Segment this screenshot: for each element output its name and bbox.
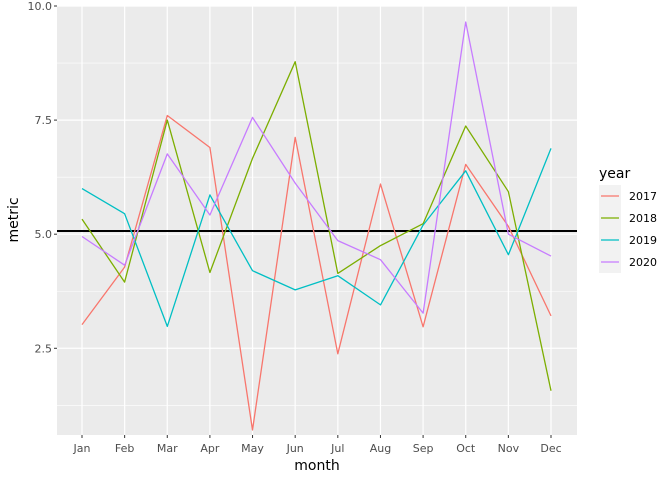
x-tick-label: Dec	[540, 442, 561, 455]
x-tick-label: Sep	[413, 442, 434, 455]
x-tick-label: Apr	[200, 442, 220, 455]
x-tick-label: Jul	[330, 442, 344, 455]
plot-panel	[57, 6, 577, 435]
legend-label-2019: 2019	[629, 234, 657, 247]
y-tick-label: 2.5	[35, 342, 53, 355]
y-tick-label: 10.0	[28, 0, 53, 13]
series-line-2019	[81, 148, 552, 328]
major-grid	[57, 5, 577, 435]
series-line-2020	[81, 21, 552, 314]
y-axis-title: metric	[6, 197, 22, 242]
series-layer	[81, 21, 552, 431]
x-tick-label: Nov	[498, 442, 520, 455]
x-tick-label: Mar	[157, 442, 178, 455]
y-axis: 2.5 5.0 7.5 10.0	[28, 0, 57, 355]
x-tick-label: Jan	[73, 442, 91, 455]
series-line-2018	[81, 61, 552, 391]
legend-label-2017: 2017	[629, 190, 657, 203]
legend: year 2017 2018 2019 2020	[599, 166, 657, 273]
x-tick-label: Oct	[456, 442, 476, 455]
series-line-2017	[81, 114, 552, 431]
y-tick-label: 7.5	[35, 114, 53, 127]
y-tick-label: 5.0	[35, 228, 53, 241]
x-tick-label: Jun	[286, 442, 304, 455]
legend-label-2020: 2020	[629, 256, 657, 269]
legend-label-2018: 2018	[629, 212, 657, 225]
x-tick-label: Feb	[115, 442, 134, 455]
x-tick-label: Aug	[370, 442, 391, 455]
legend-title: year	[599, 166, 630, 182]
x-axis-title: month	[294, 458, 339, 474]
x-axis: Jan Feb Mar Apr May Jun Jul Aug Sep Oct Nov Dec	[73, 435, 562, 455]
minor-grid	[57, 62, 577, 406]
x-tick-label: May	[241, 442, 264, 455]
